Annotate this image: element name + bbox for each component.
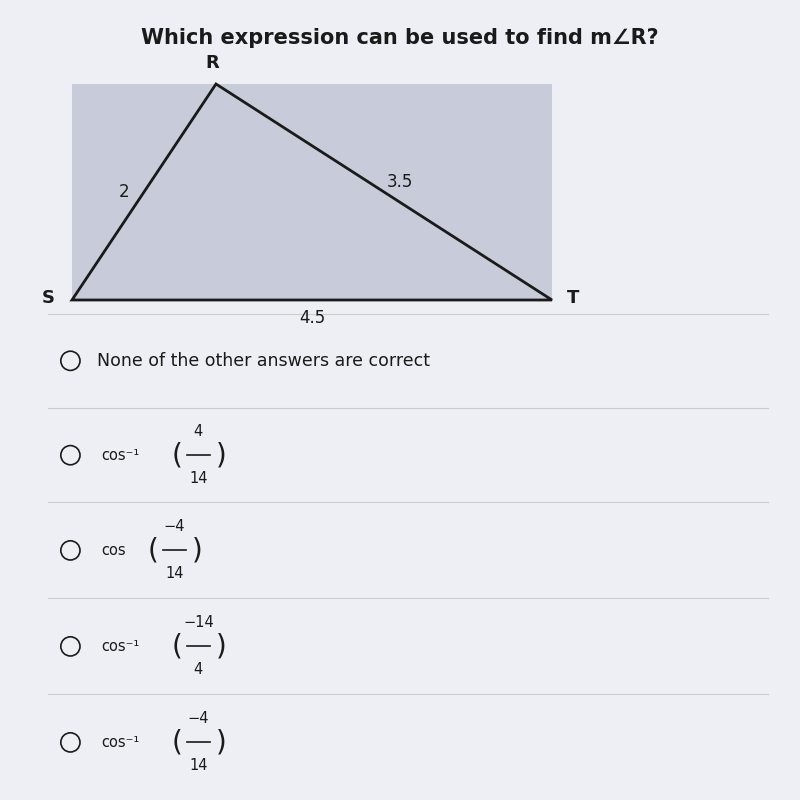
Text: ): ) <box>192 536 202 565</box>
Text: ): ) <box>216 632 226 661</box>
Text: S: S <box>42 290 54 307</box>
Text: None of the other answers are correct: None of the other answers are correct <box>97 352 430 370</box>
Text: −4: −4 <box>164 519 185 534</box>
Text: T: T <box>566 290 578 307</box>
Text: 4: 4 <box>194 662 203 678</box>
Text: cos⁻¹: cos⁻¹ <box>101 448 139 462</box>
Text: 4.5: 4.5 <box>299 309 325 326</box>
Text: (: ( <box>171 632 182 661</box>
Text: 4: 4 <box>194 424 203 439</box>
Text: ): ) <box>216 728 226 757</box>
Text: cos⁻¹: cos⁻¹ <box>101 639 139 654</box>
Text: (: ( <box>171 442 182 469</box>
Text: −14: −14 <box>183 615 214 630</box>
Text: (: ( <box>147 536 158 565</box>
Text: cos⁻¹: cos⁻¹ <box>101 735 139 750</box>
Text: 2: 2 <box>118 183 130 201</box>
Text: −4: −4 <box>188 711 209 726</box>
Text: 3.5: 3.5 <box>387 174 413 191</box>
Text: Which expression can be used to find m∠R?: Which expression can be used to find m∠R… <box>141 28 659 48</box>
FancyBboxPatch shape <box>72 84 552 300</box>
Polygon shape <box>72 84 552 300</box>
Text: (: ( <box>171 728 182 757</box>
Text: 14: 14 <box>165 566 184 582</box>
Text: 14: 14 <box>189 758 208 774</box>
Text: R: R <box>205 54 219 72</box>
Text: cos: cos <box>101 543 126 558</box>
Text: 14: 14 <box>189 471 208 486</box>
Text: ): ) <box>216 442 226 469</box>
